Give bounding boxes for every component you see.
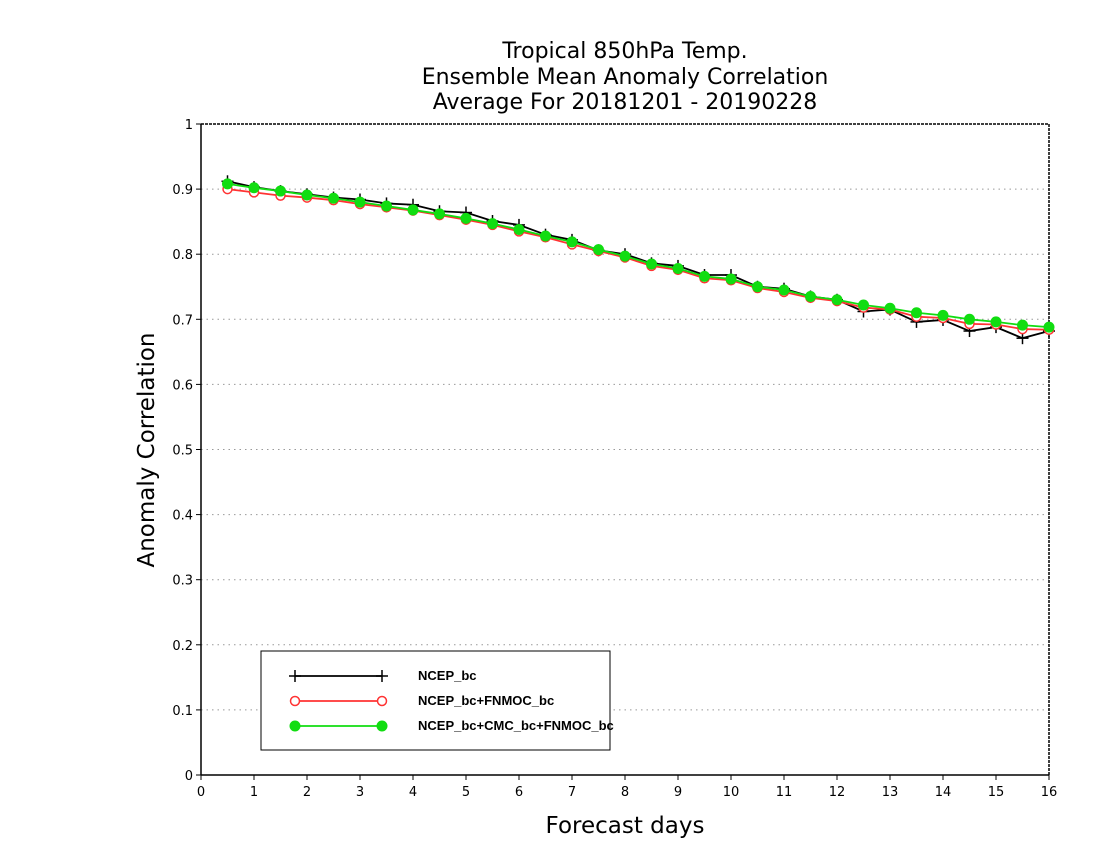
chart-title-line-3: Average For 20181201 - 20190228 (433, 90, 818, 115)
y-tick-label-6: 0.6 (172, 378, 193, 393)
x-tick-label-10: 10 (723, 785, 740, 800)
x-tick-label-3: 3 (356, 785, 364, 800)
series-2-point-23 (831, 294, 843, 306)
series-line-2 (227, 183, 1050, 329)
series-2-point-4 (328, 192, 339, 204)
series-2-point-20 (752, 281, 763, 293)
series-2-point-8 (434, 208, 445, 220)
x-tick-label-14: 14 (935, 785, 952, 800)
legend-marker-start-2 (289, 720, 301, 732)
y-tick-label-1: 0.1 (172, 704, 193, 719)
series-2-point-10 (487, 218, 498, 230)
x-tick-label-7: 7 (568, 785, 576, 800)
series-2-point-15 (619, 250, 631, 262)
x-tick-label-13: 13 (882, 785, 899, 800)
x-tick-label-15: 15 (988, 785, 1005, 800)
legend-label-0: NCEP_bc (418, 668, 477, 683)
y-tick-label-10: 1 (185, 118, 193, 133)
series-2-point-30 (1017, 319, 1028, 331)
y-tick-label-2: 0.2 (172, 639, 193, 654)
x-tick-label-8: 8 (621, 785, 629, 800)
series-2-point-29 (990, 316, 1002, 328)
series-2-point-1 (248, 182, 260, 194)
x-axis-ticks: 0 1 2 3 4 5 6 7 8 9 10 11 12 13 14 15 16 (197, 775, 1057, 800)
series-2-point-22 (805, 291, 816, 303)
y-tick-label-7: 0.7 (172, 313, 193, 328)
x-axis-label: Forecast days (546, 813, 705, 839)
legend-marker-start-0 (289, 670, 301, 682)
series-2-point-16 (646, 258, 657, 270)
chart-title-line-2: Ensemble Mean Anomaly Correlation (422, 65, 829, 90)
y-tick-label-0: 0 (185, 769, 193, 784)
x-tick-label-6: 6 (515, 785, 523, 800)
series-2-point-27 (937, 309, 949, 321)
series-2-point-11 (513, 223, 525, 235)
series-2-point-18 (699, 270, 710, 282)
legend-marker-end-2 (376, 720, 388, 732)
x-tick-label-1: 1 (250, 785, 258, 800)
series-2-point-0 (222, 178, 233, 190)
x-tick-label-4: 4 (409, 785, 417, 800)
y-tick-label-4: 0.4 (172, 509, 193, 524)
legend: NCEP_bc NCEP_bc+FNMOC_bc NCEP_bc+CMC_bc+FN… (260, 650, 614, 751)
x-tick-label-12: 12 (829, 785, 846, 800)
y-tick-label-3: 0.3 (172, 574, 193, 589)
series-2-point-31 (1043, 321, 1055, 333)
x-tick-label-11: 11 (776, 785, 793, 800)
series-2-point-26 (911, 307, 922, 319)
chart-title-line-1: Tropical 850hPa Temp. (501, 39, 747, 64)
gridlines (201, 188, 1049, 711)
legend-marker-end-1 (376, 695, 388, 707)
legend-marker-end-0 (376, 670, 388, 682)
series-2-point-25 (884, 302, 896, 314)
series-2-point-2 (275, 185, 286, 197)
y-tick-label-5: 0.5 (172, 444, 193, 459)
y-tick-label-8: 0.8 (172, 248, 193, 263)
series-2-point-14 (593, 244, 604, 256)
series-2-point-6 (381, 200, 392, 212)
y-axis-label: Anomaly Correlation (134, 332, 160, 567)
legend-marker-start-1 (289, 695, 301, 707)
series-2-point-21 (778, 284, 790, 296)
x-tick-label-5: 5 (462, 785, 470, 800)
series-2-point-5 (354, 196, 366, 208)
legend-label-1: NCEP_bc+FNMOC_bc (418, 693, 554, 708)
series-2-point-24 (858, 299, 869, 311)
series-2-point-3 (301, 189, 313, 201)
legend-label-2: NCEP_bc+CMC_bc+FNMOC_bc (418, 718, 614, 733)
series-2-point-17 (672, 263, 684, 275)
x-tick-label-9: 9 (674, 785, 682, 800)
y-axis-ticks: 0 0.1 0.2 0.3 0.4 0.5 0.6 0.7 0.8 0.9 1 (172, 118, 201, 784)
series-2-point-13 (566, 236, 578, 248)
series-2 (222, 178, 1055, 333)
x-tick-label-2: 2 (303, 785, 311, 800)
series-2-point-12 (540, 230, 551, 242)
series-2-point-19 (725, 273, 737, 285)
series-layer (221, 175, 1055, 345)
series-2-point-7 (407, 204, 419, 216)
x-tick-label-0: 0 (197, 785, 205, 800)
series-2-point-9 (460, 212, 472, 224)
y-tick-label-9: 0.9 (172, 183, 193, 198)
series-2-point-28 (964, 313, 975, 325)
x-tick-label-16: 16 (1041, 785, 1058, 800)
chart-title: Tropical 850hPa Temp. Ensemble Mean Anom… (422, 39, 829, 115)
